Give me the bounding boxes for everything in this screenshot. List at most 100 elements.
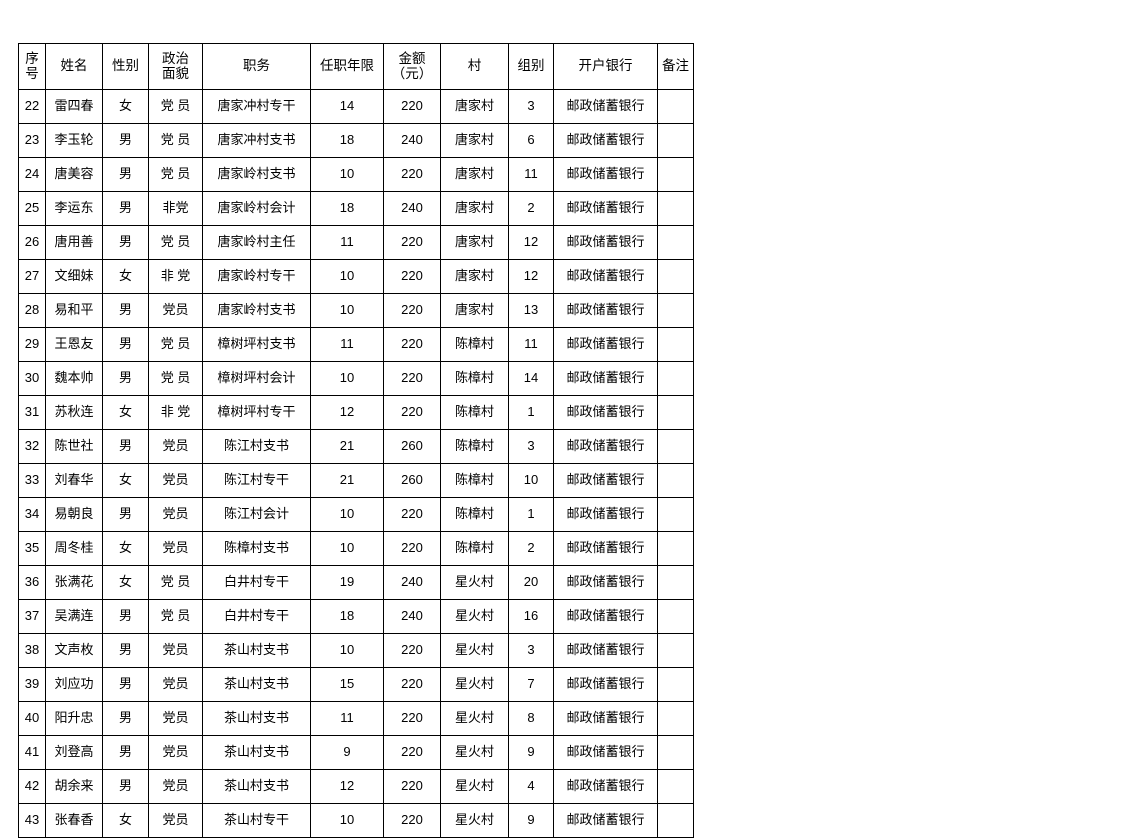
cell-post[interactable]: 茶山村支书 (202, 633, 311, 668)
cell-remark[interactable] (657, 599, 694, 634)
cell-village[interactable]: 星火村 (440, 599, 509, 634)
cell-name[interactable]: 吴满连 (45, 599, 103, 634)
cell-years[interactable]: 10 (310, 259, 384, 294)
cell-politics[interactable]: 党 员 (148, 327, 203, 362)
table-row[interactable]: 33 刘春华女党员 陈江村专干 21 260 陈樟村 10 邮政储蓄银行 (18, 463, 694, 498)
table-row[interactable]: 23 李玉轮男党 员唐家冲村支书 18 240 唐家村 6 邮政储蓄银行 (18, 123, 694, 158)
table-row[interactable]: 38 文声枚男党员 茶山村支书 10 220 星火村 3 邮政储蓄银行 (18, 633, 694, 668)
cell-remark[interactable] (657, 463, 694, 498)
cell-post[interactable]: 樟树坪村专干 (202, 395, 311, 430)
cell-remark[interactable] (657, 327, 694, 362)
cell-bank[interactable]: 邮政储蓄银行 (553, 531, 658, 566)
cell-years[interactable]: 9 (310, 735, 384, 770)
cell-amount[interactable]: 220 (383, 531, 441, 566)
cell-amount[interactable]: 260 (383, 429, 441, 464)
cell-group[interactable]: 16 (508, 599, 554, 634)
cell-bank[interactable]: 邮政储蓄银行 (553, 735, 658, 770)
cell-amount[interactable]: 220 (383, 293, 441, 328)
cell-village[interactable]: 陈樟村 (440, 395, 509, 430)
cell-amount[interactable]: 240 (383, 565, 441, 600)
cell-remark[interactable] (657, 123, 694, 158)
cell-remark[interactable] (657, 191, 694, 226)
table-row[interactable]: 43 张春香女党员 茶山村专干 10 220 星火村 9 邮政储蓄银行 (18, 803, 694, 838)
cell-years[interactable]: 19 (310, 565, 384, 600)
cell-group[interactable]: 11 (508, 157, 554, 192)
cell-name[interactable]: 张满花 (45, 565, 103, 600)
cell-gender[interactable]: 男 (102, 123, 149, 158)
cell-years[interactable]: 10 (310, 633, 384, 668)
cell-village[interactable]: 唐家村 (440, 89, 509, 124)
cell-village[interactable]: 陈樟村 (440, 429, 509, 464)
cell-remark[interactable] (657, 89, 694, 124)
cell-post[interactable]: 陈樟村支书 (202, 531, 311, 566)
cell-politics[interactable]: 非 党 (148, 259, 203, 294)
cell-years[interactable]: 10 (310, 497, 384, 532)
column-header-politics[interactable]: 政治 面貌 (148, 43, 203, 90)
cell-bank[interactable]: 邮政储蓄银行 (553, 701, 658, 736)
cell-name[interactable]: 李玉轮 (45, 123, 103, 158)
cell-village[interactable]: 星火村 (440, 633, 509, 668)
cell-gender[interactable]: 女 (102, 803, 149, 838)
cell-years[interactable]: 15 (310, 667, 384, 702)
cell-name[interactable]: 张春香 (45, 803, 103, 838)
cell-index[interactable]: 26 (18, 225, 46, 260)
cell-remark[interactable] (657, 225, 694, 260)
cell-remark[interactable] (657, 361, 694, 396)
cell-gender[interactable]: 女 (102, 463, 149, 498)
cell-post[interactable]: 陈江村会计 (202, 497, 311, 532)
table-row[interactable]: 36 张满花女党 员白井村专干 19 240 星火村 20 邮政储蓄银行 (18, 565, 694, 600)
cell-post[interactable]: 唐家岭村主任 (202, 225, 311, 260)
cell-group[interactable]: 20 (508, 565, 554, 600)
cell-post[interactable]: 茶山村支书 (202, 769, 311, 804)
cell-post[interactable]: 唐家冲村专干 (202, 89, 311, 124)
cell-remark[interactable] (657, 633, 694, 668)
cell-amount[interactable]: 220 (383, 157, 441, 192)
cell-gender[interactable]: 男 (102, 667, 149, 702)
cell-bank[interactable]: 邮政储蓄银行 (553, 123, 658, 158)
cell-years[interactable]: 11 (310, 701, 384, 736)
cell-bank[interactable]: 邮政储蓄银行 (553, 803, 658, 838)
cell-index[interactable]: 32 (18, 429, 46, 464)
cell-post[interactable]: 茶山村支书 (202, 735, 311, 770)
column-header-index[interactable]: 序号 (18, 43, 46, 90)
cell-gender[interactable]: 男 (102, 633, 149, 668)
cell-index[interactable]: 31 (18, 395, 46, 430)
cell-bank[interactable]: 邮政储蓄银行 (553, 565, 658, 600)
cell-name[interactable]: 易和平 (45, 293, 103, 328)
cell-name[interactable]: 魏本帅 (45, 361, 103, 396)
cell-amount[interactable]: 220 (383, 259, 441, 294)
table-row[interactable]: 42 胡余来男党员 茶山村支书 12 220 星火村 4 邮政储蓄银行 (18, 769, 694, 804)
cell-village[interactable]: 星火村 (440, 735, 509, 770)
cell-post[interactable]: 白井村专干 (202, 599, 311, 634)
cell-politics[interactable]: 党员 (148, 633, 203, 668)
table-row[interactable]: 39 刘应功男党员 茶山村支书 15 220 星火村 7 邮政储蓄银行 (18, 667, 694, 702)
cell-politics[interactable]: 党员 (148, 769, 203, 804)
cell-group[interactable]: 3 (508, 429, 554, 464)
cell-post[interactable]: 唐家岭村支书 (202, 293, 311, 328)
cell-village[interactable]: 陈樟村 (440, 531, 509, 566)
cell-village[interactable]: 陈樟村 (440, 361, 509, 396)
cell-index[interactable]: 41 (18, 735, 46, 770)
cell-group[interactable]: 12 (508, 259, 554, 294)
column-header-amount[interactable]: 金额 （元） (383, 43, 441, 90)
cell-politics[interactable]: 党员 (148, 429, 203, 464)
cell-amount[interactable]: 220 (383, 89, 441, 124)
cell-post[interactable]: 樟树坪村会计 (202, 361, 311, 396)
cell-years[interactable]: 10 (310, 803, 384, 838)
cell-group[interactable]: 14 (508, 361, 554, 396)
cell-bank[interactable]: 邮政储蓄银行 (553, 361, 658, 396)
cell-gender[interactable]: 女 (102, 531, 149, 566)
cell-remark[interactable] (657, 293, 694, 328)
cell-remark[interactable] (657, 735, 694, 770)
cell-bank[interactable]: 邮政储蓄银行 (553, 769, 658, 804)
cell-remark[interactable] (657, 395, 694, 430)
cell-village[interactable]: 陈樟村 (440, 327, 509, 362)
cell-group[interactable]: 3 (508, 89, 554, 124)
cell-bank[interactable]: 邮政储蓄银行 (553, 599, 658, 634)
cell-amount[interactable]: 220 (383, 735, 441, 770)
cell-index[interactable]: 39 (18, 667, 46, 702)
cell-post[interactable]: 茶山村支书 (202, 701, 311, 736)
cell-years[interactable]: 14 (310, 89, 384, 124)
cell-politics[interactable]: 党员 (148, 463, 203, 498)
cell-group[interactable]: 12 (508, 225, 554, 260)
